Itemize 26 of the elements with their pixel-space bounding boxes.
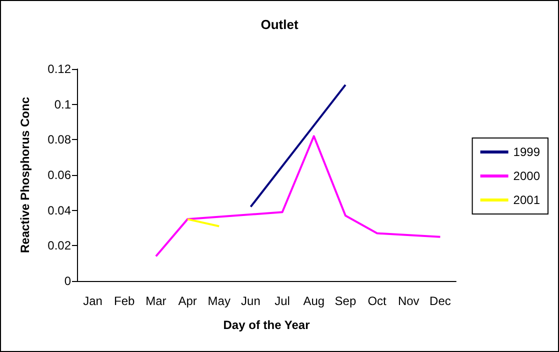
x-tick-label: Apr <box>178 294 197 308</box>
x-tick-label: Nov <box>398 294 420 308</box>
y-tick-label: 0 <box>64 274 72 288</box>
y-tick-label: 0.1 <box>54 97 72 112</box>
x-tick-label: Jun <box>241 294 260 308</box>
x-tick-label: Jul <box>274 294 290 308</box>
x-tick-label: May <box>208 294 230 308</box>
y-tick-label: 0.12 <box>48 62 72 76</box>
x-tick-label: Mar <box>146 294 166 308</box>
y-tick-label: 0.08 <box>48 132 72 147</box>
y-axis-title: Reactive Phosphorus Conc <box>18 96 32 254</box>
y-tick-label: 0.06 <box>48 168 72 182</box>
legend-label: 2000 <box>513 169 540 183</box>
x-tick-label: Dec <box>430 294 451 308</box>
y-tick-label: 0.04 <box>48 203 72 218</box>
x-tick-label: Oct <box>368 294 388 308</box>
x-tick-label: Jan <box>83 294 102 308</box>
legend-label: 2001 <box>513 193 540 207</box>
chart-title: Outlet <box>260 17 299 32</box>
y-tick-label: 0.02 <box>48 238 72 253</box>
x-tick-label: Aug <box>303 294 325 308</box>
x-tick-label: Sep <box>334 294 356 308</box>
x-tick-label: Feb <box>114 294 136 308</box>
x-axis-title: Day of the Year <box>223 318 310 332</box>
line-series <box>154 135 442 258</box>
legend-label: 1999 <box>513 145 540 159</box>
